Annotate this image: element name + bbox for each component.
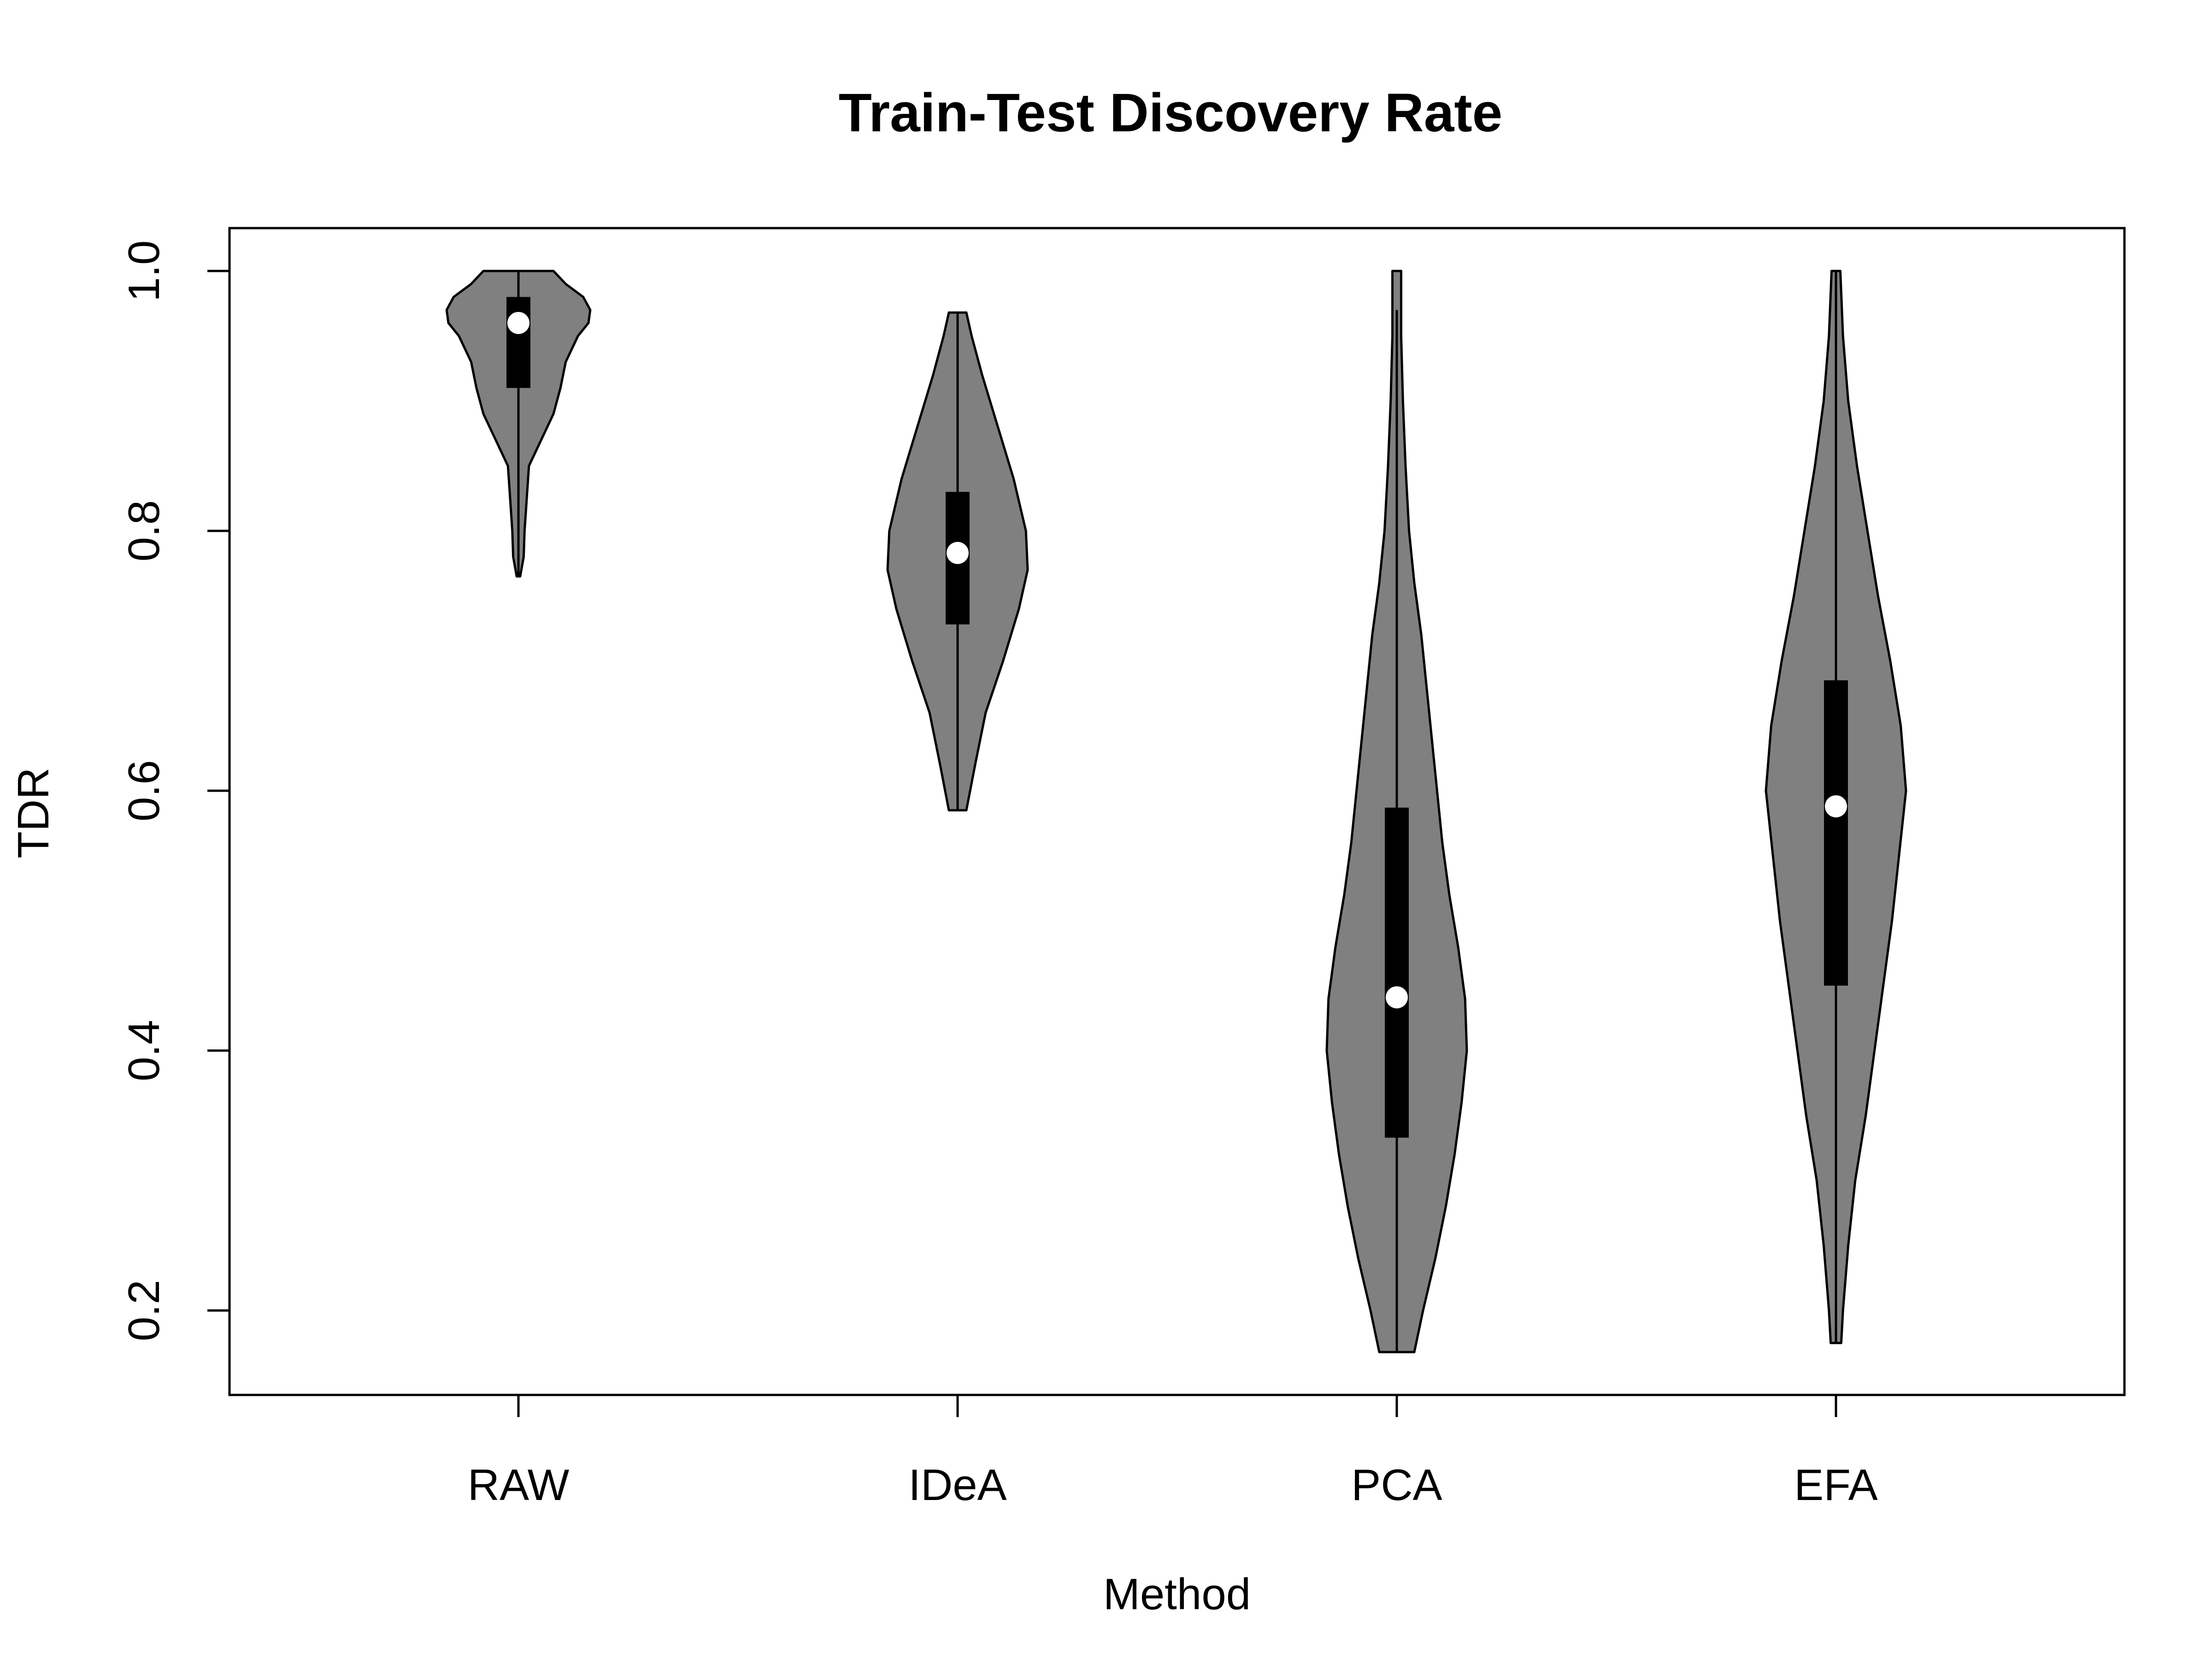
y-tick-label: 1.0 bbox=[119, 240, 169, 301]
x-tick-label: RAW bbox=[468, 1460, 570, 1510]
plot-frame bbox=[228, 227, 2126, 1396]
iqr-box-pca bbox=[1385, 807, 1409, 1138]
median-point-raw bbox=[507, 312, 529, 334]
violins-layer bbox=[445, 270, 1907, 1353]
y-tick-label: 0.2 bbox=[119, 1280, 169, 1341]
y-axis-label: TDR bbox=[9, 767, 58, 858]
x-tick-label: EFA bbox=[1794, 1460, 1877, 1510]
y-axis: 0.2 0.4 0.6 0.8 1.0 bbox=[119, 240, 229, 1341]
median-point-efa bbox=[1825, 795, 1847, 818]
y-tick-label: 0.6 bbox=[119, 760, 169, 821]
median-point-idea bbox=[947, 541, 969, 564]
y-tick-label: 0.4 bbox=[119, 1020, 169, 1081]
x-tick-label: IDeA bbox=[908, 1460, 1006, 1510]
y-tick-label: 0.8 bbox=[119, 500, 169, 561]
iqr-box-raw bbox=[506, 297, 530, 388]
chart-title: Train-Test Discovery Rate bbox=[839, 82, 1503, 143]
iqr-box-efa bbox=[1824, 680, 1848, 986]
x-axis-label: Method bbox=[1103, 1570, 1251, 1619]
x-axis: RAW IDeA PCA EFA bbox=[468, 1395, 1878, 1510]
x-tick-label: PCA bbox=[1351, 1460, 1442, 1510]
median-point-pca bbox=[1386, 986, 1408, 1009]
